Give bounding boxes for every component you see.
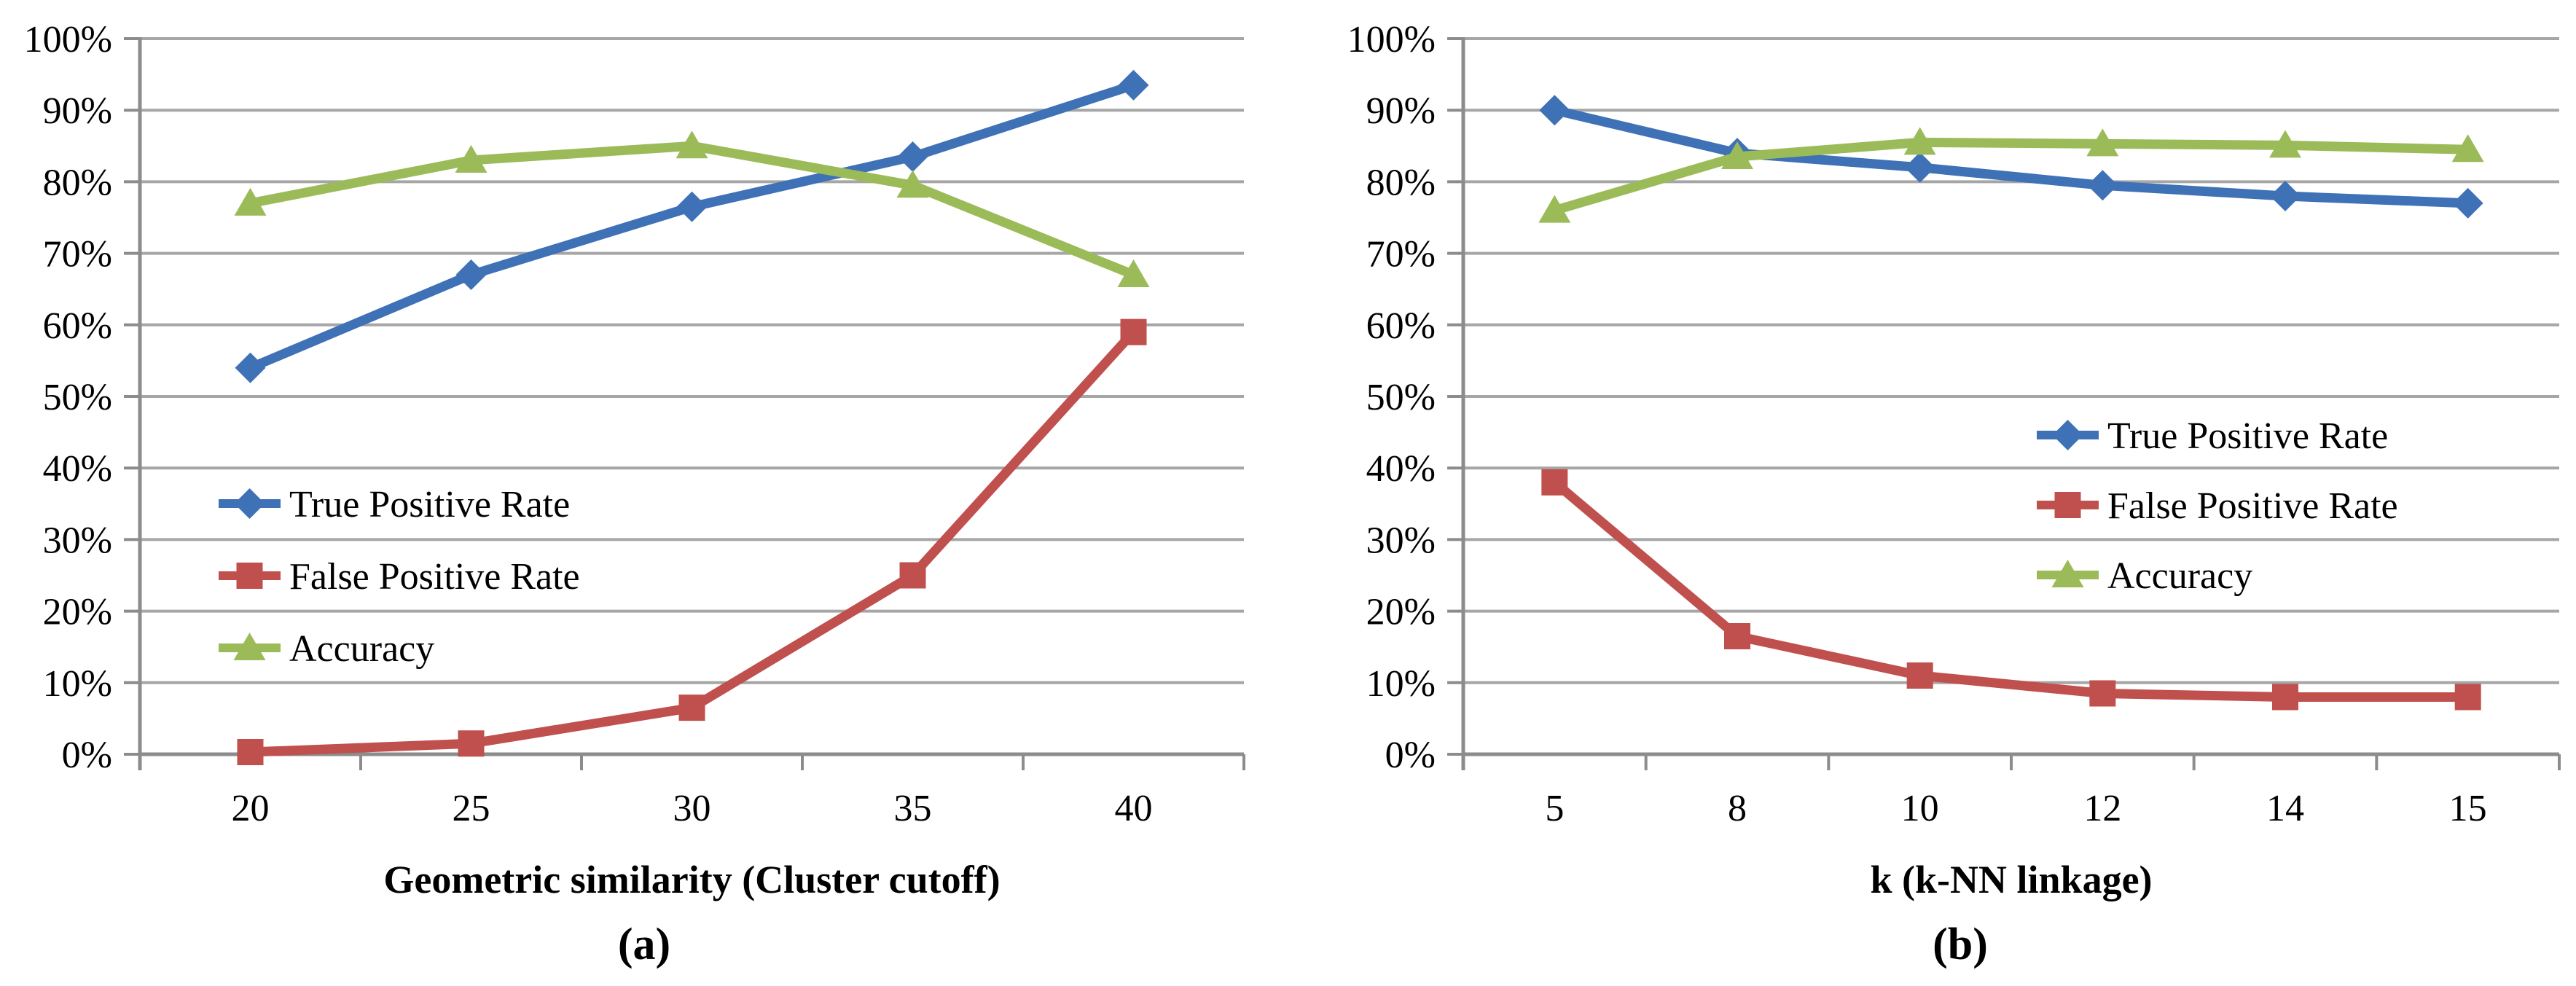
data-point-diamond bbox=[2452, 187, 2483, 219]
x-tick-label: 14 bbox=[2266, 788, 2304, 829]
data-point-diamond bbox=[1904, 152, 1935, 183]
y-tick-label: 40% bbox=[1366, 448, 1436, 490]
data-point-square bbox=[1906, 662, 1933, 689]
data-point-square bbox=[1541, 469, 1568, 496]
y-tick-label: 80% bbox=[1366, 162, 1436, 203]
y-tick-label: 90% bbox=[43, 90, 112, 132]
data-point-triangle bbox=[1721, 141, 1753, 170]
data-point-square bbox=[899, 562, 926, 589]
x-tick-label: 25 bbox=[453, 788, 490, 829]
chart-a: 0% 10% 20% 30% 40% 50% 60% 70% 80% 90% 100% 20 25 30 3… bbox=[24, 19, 1245, 829]
data-point-diamond bbox=[1118, 69, 1149, 101]
data-point-diamond bbox=[1539, 95, 1570, 126]
x-tick-label: 15 bbox=[2449, 788, 2487, 829]
data-point-diamond bbox=[676, 191, 708, 222]
data-point-triangle bbox=[2269, 130, 2301, 158]
data-point-square bbox=[2272, 684, 2298, 711]
legend-label: Accuracy bbox=[289, 628, 434, 670]
data-point-triangle bbox=[1538, 195, 1571, 223]
y-tick-label: 30% bbox=[1366, 520, 1436, 561]
data-point-square bbox=[2089, 680, 2116, 707]
legend-marker-triangle bbox=[2051, 560, 2084, 587]
data-point-triangle bbox=[2451, 134, 2484, 163]
chart-b: 0% 10% 20% 30% 40% 50% 60% 70% 80% 90% 100% 5 8 10 12 1… bbox=[1347, 19, 2561, 829]
y-tick-label: 100% bbox=[24, 19, 112, 60]
legend-item: Accuracy bbox=[219, 628, 434, 670]
y-tick-label: 0% bbox=[1385, 735, 1436, 776]
x-axis-title-chart-a: Geometric similarity (Cluster cutoff) bbox=[383, 858, 1001, 901]
legend-item: False Positive Rate bbox=[219, 556, 580, 598]
y-tick-label: 30% bbox=[43, 520, 112, 561]
data-point-triangle bbox=[1117, 259, 1150, 288]
x-tick-label: 20 bbox=[232, 788, 270, 829]
legend-marker-diamond bbox=[2052, 420, 2083, 450]
data-point-square bbox=[458, 730, 485, 757]
legend-label: Accuracy bbox=[2107, 555, 2252, 597]
x-tick-label: 8 bbox=[1728, 788, 1747, 829]
y-tick-label: 90% bbox=[1366, 90, 1436, 132]
legend-label: True Positive Rate bbox=[289, 484, 570, 525]
data-point-diamond bbox=[235, 352, 266, 383]
y-tick-label: 60% bbox=[1366, 305, 1436, 347]
data-point-diamond bbox=[2270, 181, 2301, 212]
data-point-triangle bbox=[676, 130, 708, 159]
data-point-square bbox=[237, 739, 264, 766]
legend-marker-diamond bbox=[234, 488, 265, 519]
series-line-diamond bbox=[1549, 105, 2473, 208]
legend-item: False Positive Rate bbox=[2037, 485, 2398, 527]
legend-label: False Positive Rate bbox=[289, 556, 580, 598]
legend-item: True Positive Rate bbox=[219, 484, 570, 525]
y-tick-label: 0% bbox=[62, 735, 112, 776]
legend-marker-triangle bbox=[233, 633, 266, 660]
data-point-triangle bbox=[2086, 128, 2119, 157]
data-point-diamond bbox=[455, 259, 487, 291]
series-line-square bbox=[1549, 477, 2473, 702]
data-point-triangle bbox=[234, 187, 267, 216]
data-point-diamond bbox=[897, 141, 928, 173]
x-tick-label: 30 bbox=[673, 788, 711, 829]
subfigure-caption-a: (a) bbox=[617, 920, 671, 969]
data-point-triangle bbox=[1903, 127, 1936, 155]
x-tick-label: 12 bbox=[2083, 788, 2121, 829]
x-tick-label: 40 bbox=[1115, 788, 1153, 829]
legend-marker-square bbox=[2054, 492, 2081, 518]
y-tick-label: 20% bbox=[1366, 592, 1436, 633]
x-axis-title-chart-b: k (k-NN linkage) bbox=[1870, 858, 2153, 901]
y-tick-label: 60% bbox=[43, 305, 112, 347]
data-point-triangle bbox=[455, 144, 488, 173]
y-tick-label: 10% bbox=[1366, 663, 1436, 705]
x-tick-label: 35 bbox=[894, 788, 932, 829]
y-tick-label: 40% bbox=[43, 448, 112, 490]
data-point-square bbox=[678, 694, 705, 721]
data-point-square bbox=[1120, 318, 1147, 345]
data-point-diamond bbox=[2087, 170, 2118, 201]
legend-item: Accuracy bbox=[2037, 555, 2252, 597]
subfigure-caption-b: (b) bbox=[1933, 920, 1988, 969]
y-tick-label: 10% bbox=[43, 663, 112, 705]
legend-label: False Positive Rate bbox=[2107, 485, 2398, 527]
y-tick-label: 50% bbox=[43, 377, 112, 418]
legend-item: True Positive Rate bbox=[2037, 415, 2388, 457]
x-tick-label: 5 bbox=[1545, 788, 1564, 829]
y-tick-label: 70% bbox=[43, 234, 112, 275]
y-tick-label: 100% bbox=[1347, 19, 1436, 60]
series-line-triangle bbox=[1549, 137, 2473, 216]
y-tick-label: 20% bbox=[43, 592, 112, 633]
legend-marker-square bbox=[236, 563, 263, 589]
y-tick-label: 50% bbox=[1366, 377, 1436, 418]
legend-label: True Positive Rate bbox=[2107, 415, 2388, 457]
x-tick-label: 10 bbox=[1901, 788, 1939, 829]
y-tick-label: 70% bbox=[1366, 234, 1436, 275]
data-point-square bbox=[1724, 622, 1750, 649]
data-point-triangle bbox=[896, 170, 929, 198]
y-tick-label: 80% bbox=[43, 162, 112, 203]
data-point-square bbox=[2454, 684, 2481, 711]
